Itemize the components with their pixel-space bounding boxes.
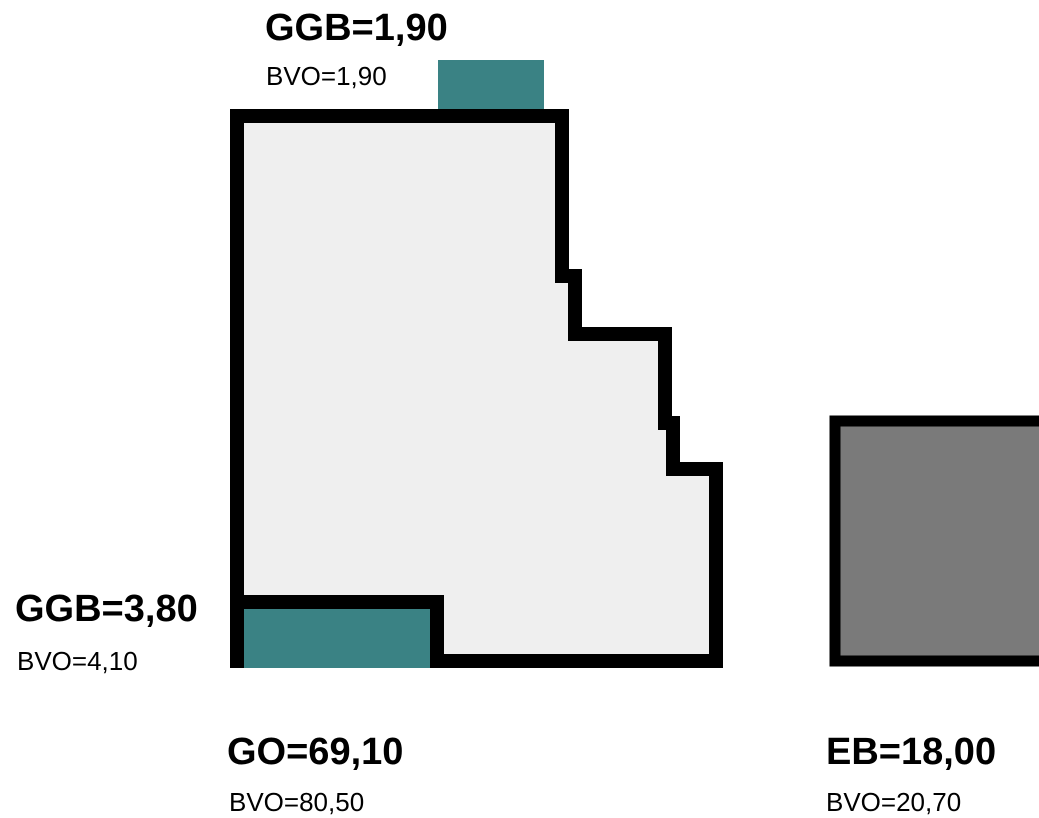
bottom-garage-block bbox=[244, 609, 430, 668]
main-floor-bvo-label: BVO=80,50 bbox=[229, 787, 365, 817]
extra-building-eb-label: EB=18,00 bbox=[826, 731, 997, 773]
bottom-garage-bvo-label: BVO=4,10 bbox=[17, 646, 138, 676]
bottom-garage-ggb-label: GGB=3,80 bbox=[15, 588, 198, 630]
bottom-garage-outline bbox=[237, 595, 444, 661]
top-garage-ggb-label: GGB=1,90 bbox=[265, 7, 448, 49]
top-garage-bvo-label: BVO=1,90 bbox=[266, 61, 387, 91]
main-floor-go-label: GO=69,10 bbox=[227, 731, 404, 773]
extra-building-block bbox=[829, 415, 1039, 667]
main-floor-area bbox=[230, 109, 723, 668]
top-garage-block bbox=[438, 60, 544, 116]
extra-building-bvo-label: BVO=20,70 bbox=[826, 787, 962, 817]
